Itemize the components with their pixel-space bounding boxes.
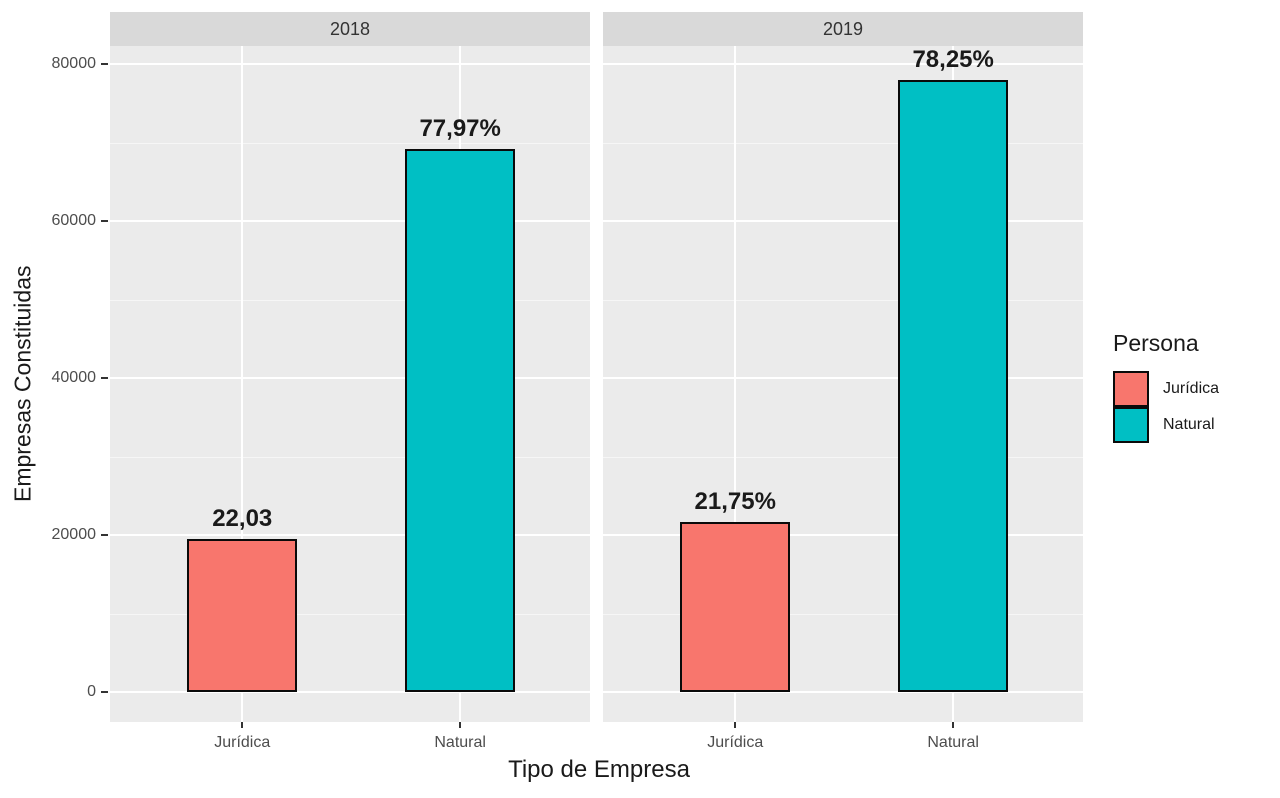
x-tick-label: Jurídica [707,734,764,751]
y-tick-mark [101,220,108,222]
gridline-major [110,691,590,693]
gridline-major [110,220,590,222]
legend-key-label: Natural [1163,416,1215,433]
x-axis-title: Tipo de Empresa [508,756,690,783]
y-tick-mark [101,377,108,379]
facet-strip-label: 2019 [822,18,864,39]
bar-2019-Natural [898,80,1009,692]
panel-2019: 21,75% 78,25% [603,46,1083,722]
facet-strip: 2018 [110,12,590,46]
gridline-major [603,691,1083,693]
x-tick-mark [952,722,955,728]
legend-swatch [1113,371,1149,407]
gridline-major [603,63,1083,65]
bar-annotation: 22,03 [212,504,273,532]
gridline-major [110,377,590,379]
gridline-minor [603,142,1083,144]
legend-key-label: Jurídica [1163,380,1220,397]
x-tick-mark [734,722,737,728]
y-tick-label: 40000 [51,369,97,386]
gridline-major [603,377,1083,379]
bar-2018-Natural [405,148,516,692]
gridline-minor [603,613,1083,615]
gridline-vertical [734,46,737,722]
gridline-minor [110,142,590,144]
legend: Persona Jurídica Natural [1113,330,1219,443]
legend-keys: Jurídica Natural [1113,371,1219,443]
y-tick-mark [101,63,108,65]
legend-title: Persona [1113,330,1199,356]
legend-key-Natural: Natural [1113,407,1219,443]
y-tick-label: 20000 [51,526,97,543]
y-tick-label: 60000 [51,212,97,229]
gridline-minor [110,456,590,458]
bar-annotation: 78,25% [912,46,994,74]
facet-strip: 2019 [603,12,1083,46]
bar-2018-Jurídica [187,538,298,692]
x-tick-mark [241,722,244,728]
x-tick-label: Natural [927,734,979,751]
bar-annotation: 77,97% [419,114,501,142]
facet-strip-label: 2018 [329,18,371,39]
y-tick-mark [101,534,108,536]
gridline-minor [603,299,1083,301]
bar-annotation: 21,75% [694,488,776,516]
gridline-major [110,534,590,536]
gridline-minor [110,299,590,301]
y-tick-label: 80000 [51,55,97,72]
x-tick-label: Natural [434,734,486,751]
gridline-major [110,63,590,65]
panel-2018: 22,03 77,97% [110,46,590,722]
gridline-minor [603,456,1083,458]
y-tick-mark [101,691,108,693]
gridline-major [603,534,1083,536]
x-tick-label: Jurídica [214,734,271,751]
y-tick-label: 0 [87,683,96,700]
legend-key-Jurídica: Jurídica [1113,371,1219,407]
bar-2019-Jurídica [680,522,791,692]
gridline-minor [110,613,590,615]
gridline-major [603,220,1083,222]
legend-swatch [1113,407,1149,443]
x-tick-mark [459,722,462,728]
gridline-vertical [241,46,244,722]
